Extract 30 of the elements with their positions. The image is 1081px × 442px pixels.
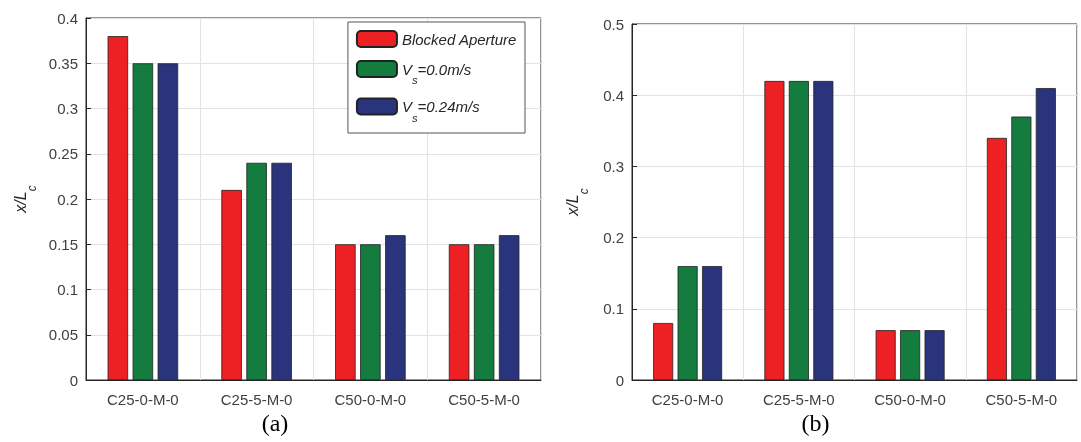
- x-tick-label: C50-5-M-0: [985, 391, 1058, 408]
- y-tick-label: 0.1: [603, 300, 624, 318]
- legend-label: Blocked Aperture: [401, 30, 517, 48]
- y-tick-label: 0.3: [57, 100, 78, 117]
- legend-label: Vs=0.0m/s: [401, 60, 472, 86]
- x-tick-label: C25-0-M-0: [107, 391, 179, 408]
- x-tick-label: C25-5-M-0: [220, 391, 293, 408]
- y-tick-label: 0.2: [57, 190, 78, 208]
- y-tick-label: 0.25: [48, 145, 78, 163]
- y-tick-label: 0.3: [603, 157, 624, 175]
- y-tick-label: 0.15: [48, 235, 78, 253]
- y-tick-label: 0.2: [603, 229, 624, 247]
- text: (a): [261, 410, 289, 436]
- x-tick-label: C25-0-M-0: [651, 391, 724, 408]
- text: (b): [801, 410, 830, 436]
- x-tick-label: C25-5-M-0: [763, 391, 835, 408]
- y-tick-label: 0: [615, 371, 624, 389]
- y-tick-label: 0.4: [57, 9, 78, 27]
- y-tick-label: 0.4: [603, 86, 624, 104]
- y-tick-label: 0.05: [48, 326, 78, 344]
- y-axis-title: x/Lc: [11, 185, 39, 214]
- y-tick-label: 0.5: [603, 15, 624, 33]
- x-tick-label: C50-0-M-0: [874, 391, 946, 408]
- y-axis-title: x/Lc: [563, 188, 591, 217]
- y-tick-label: 0.35: [48, 54, 78, 72]
- legend-label: Vs=0.24m/s: [401, 98, 481, 124]
- x-tick-label: C50-0-M-0: [334, 391, 407, 408]
- x-tick-label: C50-5-M-0: [448, 391, 520, 408]
- y-tick-label: 0: [69, 371, 78, 389]
- y-tick-label: 0.1: [57, 281, 78, 298]
